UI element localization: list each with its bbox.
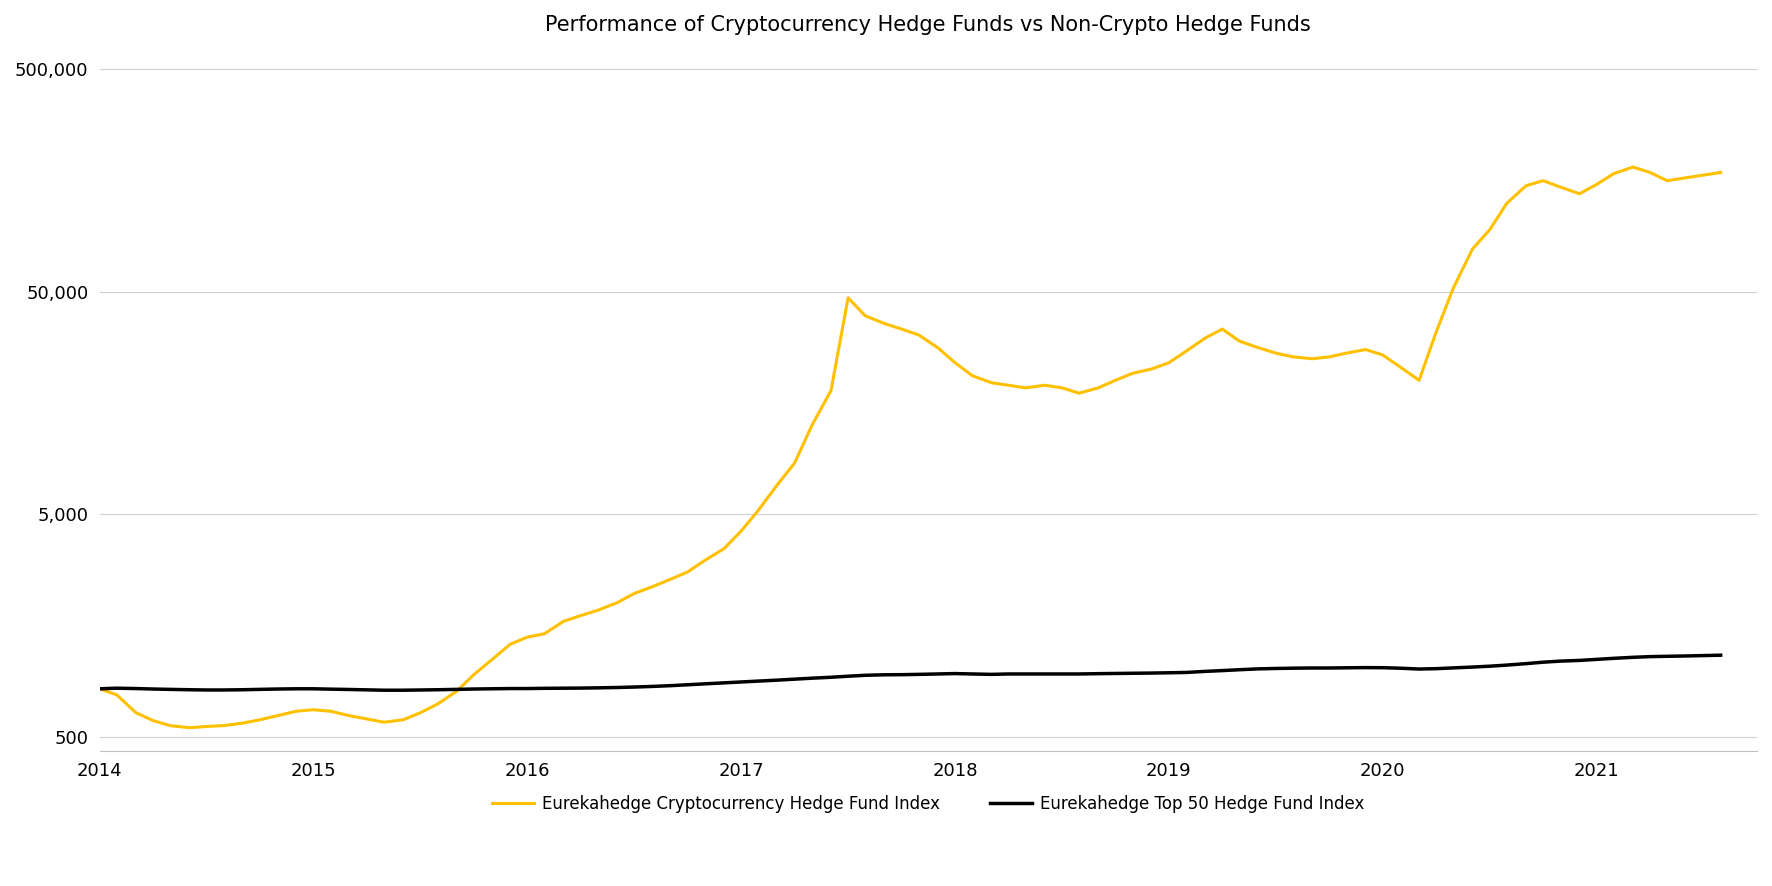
Eurekahedge Cryptocurrency Hedge Fund Index bbox=[480, 655, 501, 665]
Eurekahedge Top 50 Hedge Fund Index bbox=[1462, 662, 1483, 672]
Eurekahedge Cryptocurrency Hedge Fund Index bbox=[89, 683, 110, 694]
Eurekahedge Top 50 Hedge Fund Index bbox=[480, 683, 501, 694]
Line: Eurekahedge Top 50 Hedge Fund Index: Eurekahedge Top 50 Hedge Fund Index bbox=[99, 656, 1721, 690]
Eurekahedge Cryptocurrency Hedge Fund Index bbox=[1710, 167, 1731, 178]
Eurekahedge Cryptocurrency Hedge Fund Index bbox=[517, 632, 539, 642]
Legend: Eurekahedge Cryptocurrency Hedge Fund Index, Eurekahedge Top 50 Hedge Fund Index: Eurekahedge Cryptocurrency Hedge Fund In… bbox=[486, 789, 1372, 820]
Eurekahedge Cryptocurrency Hedge Fund Index bbox=[303, 704, 324, 715]
Eurekahedge Cryptocurrency Hedge Fund Index bbox=[1676, 173, 1698, 183]
Eurekahedge Top 50 Hedge Fund Index bbox=[1710, 650, 1731, 661]
Eurekahedge Cryptocurrency Hedge Fund Index bbox=[1035, 380, 1056, 391]
Eurekahedge Top 50 Hedge Fund Index bbox=[1657, 651, 1678, 662]
Eurekahedge Cryptocurrency Hedge Fund Index bbox=[1462, 244, 1483, 254]
Eurekahedge Top 50 Hedge Fund Index bbox=[374, 685, 395, 696]
Title: Performance of Cryptocurrency Hedge Funds vs Non-Crypto Hedge Funds: Performance of Cryptocurrency Hedge Fund… bbox=[546, 15, 1311, 35]
Eurekahedge Top 50 Hedge Fund Index bbox=[89, 683, 110, 694]
Eurekahedge Cryptocurrency Hedge Fund Index bbox=[179, 722, 200, 733]
Eurekahedge Cryptocurrency Hedge Fund Index bbox=[1623, 162, 1644, 173]
Eurekahedge Top 50 Hedge Fund Index bbox=[285, 683, 307, 694]
Eurekahedge Top 50 Hedge Fund Index bbox=[517, 683, 539, 694]
Eurekahedge Top 50 Hedge Fund Index bbox=[1676, 650, 1698, 661]
Line: Eurekahedge Cryptocurrency Hedge Fund Index: Eurekahedge Cryptocurrency Hedge Fund In… bbox=[99, 167, 1721, 727]
